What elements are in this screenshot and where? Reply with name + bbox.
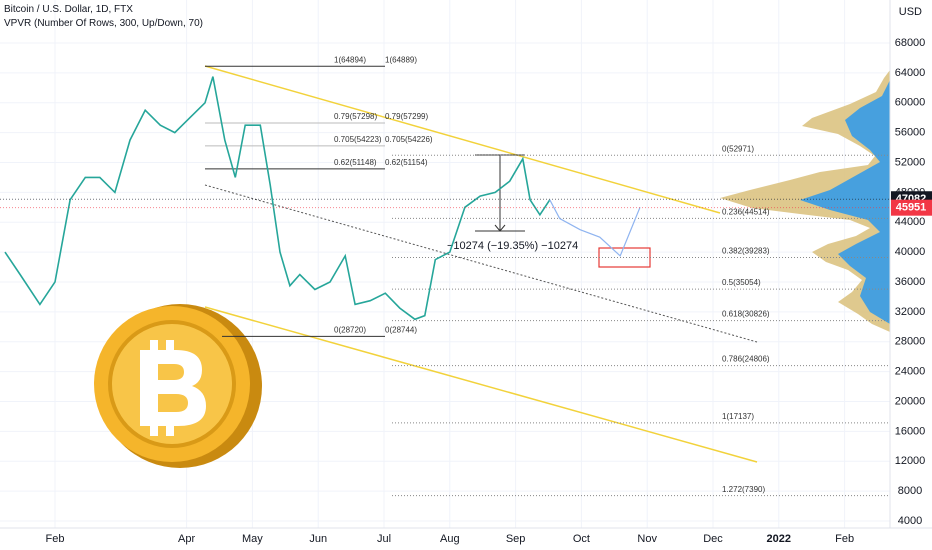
coin-symbol [140, 350, 206, 426]
y-tick-label: 36000 [895, 276, 926, 288]
y-tick-label: 68000 [895, 37, 926, 49]
x-tick-label: Jul [377, 533, 391, 545]
y-tick-label: 12000 [895, 455, 926, 467]
coin-symbol [166, 340, 174, 352]
x-tick-label: Feb [46, 533, 65, 545]
fib-label: 0(28720) [334, 325, 366, 334]
y-tick-label: 4000 [898, 515, 922, 527]
fib-label: 0.5(35054) [722, 278, 761, 287]
fib-label: 1(64889) [385, 55, 417, 64]
bitcoin-logo [94, 304, 262, 468]
measure-label: −10274 (−19.35%) −10274 [447, 240, 578, 252]
fib-label: 0.62(51148) [334, 158, 377, 167]
trend-line [204, 65, 721, 214]
fib-label: 1(17137) [722, 412, 754, 421]
price-tag-label: 45951 [896, 202, 927, 214]
x-tick-label: Jun [309, 533, 327, 545]
measure-arrow [494, 224, 506, 232]
fib-label: 0.786(24806) [722, 355, 770, 364]
x-tick-label: May [242, 533, 263, 545]
price-line [549, 199, 641, 257]
x-tick-label: Aug [440, 533, 460, 545]
trend-line [204, 306, 758, 463]
fib-label: 0.705(54226) [385, 135, 433, 144]
y-tick-label: 56000 [895, 127, 926, 139]
chart-subtitle: VPVR (Number Of Rows, 300, Up/Down, 70) [4, 18, 203, 29]
y-tick-label: 32000 [895, 306, 926, 318]
price-line [4, 76, 551, 321]
fib-label: 0.79(57298) [334, 112, 377, 121]
x-tick-label: Dec [703, 533, 723, 545]
y-tick-label: 28000 [895, 336, 926, 348]
price-tag [891, 199, 932, 216]
coin-symbol [150, 340, 158, 352]
fib-label: 1(64894) [334, 55, 366, 64]
fib-label: 1.272(7390) [722, 485, 765, 494]
y-tick-label: 60000 [895, 97, 926, 109]
fib-label: 0(52971) [722, 144, 754, 153]
y-axis-label: USD [899, 6, 922, 18]
coin-symbol [150, 424, 158, 436]
fib-label: 0.618(30826) [722, 310, 770, 319]
x-tick-label: Feb [835, 533, 854, 545]
fib-label: 0(28744) [385, 325, 417, 334]
y-tick-label: 20000 [895, 395, 926, 407]
y-tick-label: 40000 [895, 246, 926, 258]
y-tick-label: 24000 [895, 366, 926, 378]
x-tick-label: Nov [637, 533, 657, 545]
fib-label: 0.236(44514) [722, 208, 770, 217]
y-tick-label: 64000 [895, 67, 926, 79]
marks: 4000 8000 12000 16000 20000 24000 28000 32000 36… [0, 37, 932, 545]
coin-symbol [166, 424, 174, 436]
y-tick-label: 8000 [898, 485, 922, 497]
y-tick-label: 52000 [895, 156, 926, 168]
fib-label: 0.705(54223) [334, 135, 382, 144]
x-tick-label: Apr [178, 533, 195, 545]
x-tick-label: Sep [506, 533, 526, 545]
chart-title: Bitcoin / U.S. Dollar, 1D, FTX [4, 4, 133, 15]
y-tick-label: 16000 [895, 425, 926, 437]
fib-label: 0.382(39283) [722, 247, 770, 256]
y-tick-label: 44000 [895, 216, 926, 228]
fib-label: 0.62(51154) [385, 158, 428, 167]
x-tick-label: Oct [573, 533, 590, 545]
volume-profile-down [800, 80, 890, 324]
fib-label: 0.79(57299) [385, 112, 428, 121]
x-tick-label: 2022 [767, 533, 791, 545]
